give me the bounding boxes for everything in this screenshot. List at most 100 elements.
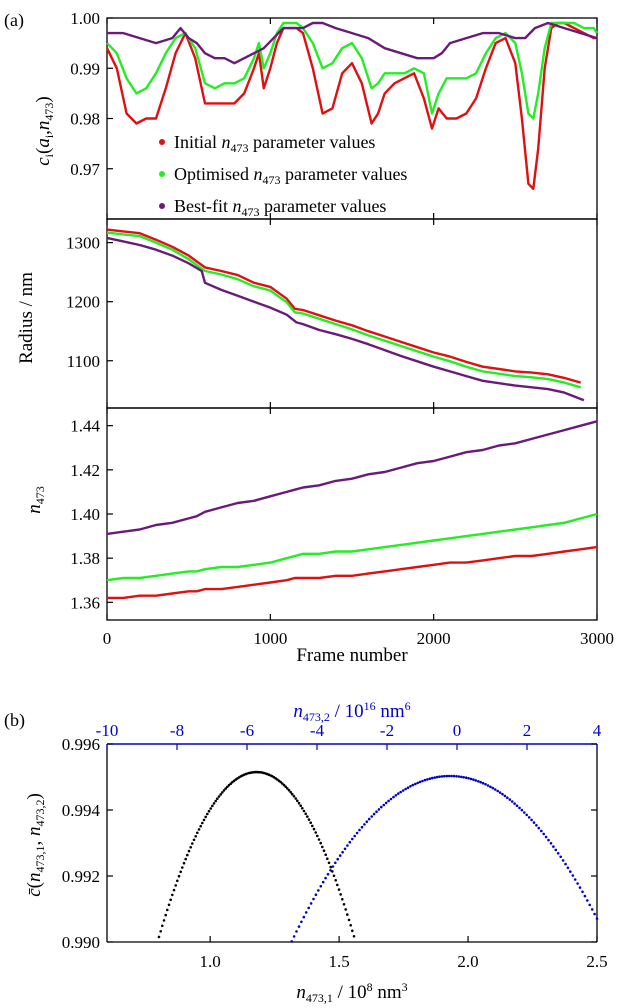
series-point-blue [583,894,587,898]
series-point-black [336,883,339,887]
legend-item-initial: Initial n473 parameter values [174,132,375,155]
series-point-black [221,791,224,794]
series-point-black [181,866,184,869]
series-point-black [324,853,328,856]
series-point-blue [508,798,512,801]
series-point-blue [556,852,560,855]
series-point-black [289,790,293,794]
series-point-blue [503,794,507,798]
series-point-black [316,834,319,838]
series-point-blue [481,781,485,785]
panel-a2-plot: 1100 1200 1300 [66,218,598,409]
top-x-tick-label: -8 [170,721,184,740]
series-point-black [157,935,161,939]
series-point-blue [491,786,495,790]
series-point-blue [544,835,548,839]
series-point-black [217,795,221,798]
y-tick-label: 1.44 [70,417,100,436]
series-point-blue [355,831,359,835]
series-point-blue [554,848,558,852]
series-point-black [187,849,191,853]
legend-item-bestfit: Best-fit n473 parameter values [174,196,386,219]
series-point-black [167,903,171,907]
series-point-blue [438,775,441,778]
series-point-black [166,908,169,912]
series-point-black [306,815,309,818]
y-tick-label: 1300 [66,234,100,253]
series-point-black [171,893,174,897]
series-point-blue [564,862,567,866]
series-point-blue [586,899,589,902]
series-point-black [291,792,294,796]
plot-frame [106,17,598,220]
series-point-black [194,835,197,838]
series-point-blue [348,840,352,844]
series-point-blue [479,780,483,784]
series-point-blue [566,866,570,870]
series-point-blue [416,781,420,785]
series-point-black [317,838,321,841]
series-point-blue [549,842,553,845]
series-point-blue [394,794,398,797]
series-point-blue [450,774,453,778]
y-tick-label: 1.42 [70,461,100,480]
series-point-black [209,807,212,810]
plot-frame [106,407,598,621]
series-point-black [294,797,298,800]
series-point-blue [309,902,313,905]
series-point-black [212,802,216,805]
series-point-blue [406,786,410,789]
series-point-blue [302,915,306,919]
series-point-black [301,807,304,810]
series-point-blue [532,821,536,824]
series-point-blue [569,870,572,873]
series-point-black [227,783,231,787]
x-tick-label: 1.0 [200,952,221,971]
series-point-blue [581,890,584,894]
legend-marker-optimised [159,171,165,177]
series-point-black [307,818,311,821]
series-point-blue [321,880,325,884]
y-tick-label: 1.00 [70,9,100,28]
series-point-blue [433,776,437,779]
series-point-black [177,874,181,878]
series-point-black [349,924,353,927]
series-point-black [337,888,341,891]
series-point-blue [443,774,446,778]
panel-a-label: (a) [4,10,24,31]
x-tick-label: 2.5 [586,952,607,971]
series-point-blue [590,908,594,911]
series-point-black [176,879,179,883]
series-point-blue [384,801,388,805]
series-point-blue [326,872,330,876]
series-point-blue [457,775,461,778]
series-point-black [199,824,202,828]
series-point-blue [445,774,449,778]
series-point-blue [290,940,294,943]
series-point-black [282,783,286,787]
series-point-black [202,818,206,822]
series-point-blue [389,797,393,801]
series-point-blue [351,837,354,841]
panel-a3-ylabel: n473 [24,486,47,514]
series-point-blue [331,865,335,868]
y-tick-label: 0.992 [62,867,100,886]
series-point-black [172,888,176,892]
series-point-black [341,898,344,901]
series-point-blue [304,911,308,914]
x-tick-label: 0 [103,629,112,648]
series-point-blue [506,796,509,799]
series-point-blue [496,789,500,793]
series-point-black [287,788,291,792]
series-point-black [161,924,164,928]
series-point-blue [314,893,318,896]
series-point-black [179,870,182,874]
series-point-blue [474,779,478,782]
y-tick-label: 1100 [67,352,100,371]
series-point-black [219,793,222,796]
series-point-blue [428,777,432,780]
series-point-blue [336,857,340,861]
series-point-blue [426,778,429,781]
series-point-blue [312,897,315,901]
